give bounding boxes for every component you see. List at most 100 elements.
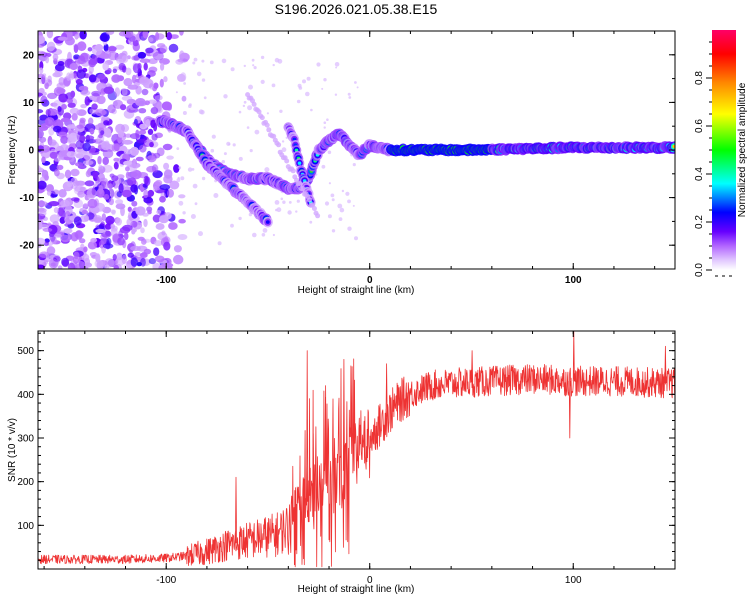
noise-dot — [305, 91, 310, 97]
noise-dot — [331, 198, 335, 202]
noise-dot — [266, 112, 269, 115]
noise-dot — [180, 176, 185, 181]
noise-dot — [192, 61, 196, 65]
noise-dot — [232, 143, 236, 147]
noise-dot — [201, 78, 206, 82]
noise-blob — [179, 50, 185, 61]
noise-dot — [356, 86, 359, 89]
noise-blob — [88, 58, 97, 68]
noise-blob — [163, 241, 171, 251]
noise-dot — [201, 176, 206, 181]
noise-dot — [287, 210, 292, 215]
noise-dot — [296, 199, 300, 203]
noise-blob — [116, 174, 125, 180]
noise-blob — [178, 194, 186, 199]
noise-blob — [57, 106, 62, 113]
noise-blob — [47, 92, 58, 100]
noise-blob — [120, 124, 130, 133]
noise-blob — [155, 179, 163, 187]
spectrogram-y-tick-label: 0 — [28, 146, 34, 157]
noise-blob — [79, 52, 91, 63]
noise-blob — [139, 144, 147, 153]
noise-blob — [102, 243, 114, 249]
noise-dot — [238, 216, 242, 221]
noise-dot — [327, 150, 332, 155]
noise-blob — [130, 146, 139, 156]
noise-blob — [159, 196, 166, 203]
noise-blob — [46, 190, 52, 196]
noise-blob — [103, 86, 115, 95]
noise-blob — [143, 62, 148, 71]
spectrogram-x-label: Height of straight line (km) — [298, 285, 415, 296]
noise-blob — [153, 247, 160, 256]
noise-blob — [100, 180, 110, 190]
noise-blob — [131, 200, 138, 207]
noise-dot — [223, 152, 227, 156]
noise-dot — [264, 167, 270, 173]
noise-dot — [223, 94, 228, 99]
colorbar-ticks: 0.0 0.2 0.4 0.6 0.8 — [694, 41, 733, 277]
noise-blob — [134, 252, 142, 257]
noise-blob — [113, 143, 120, 152]
noise-blob — [121, 55, 129, 63]
spectrogram-frame — [37, 30, 676, 270]
noise-dot — [190, 214, 196, 219]
noise-blob — [161, 101, 172, 111]
noise-dot — [248, 212, 253, 217]
streak-dot — [259, 115, 265, 121]
streak-dot — [315, 213, 321, 219]
noise-blob — [67, 262, 76, 269]
noise-blob — [138, 129, 147, 135]
noise-blob — [100, 110, 108, 115]
noise-blob — [175, 59, 184, 65]
noise-blob — [166, 155, 174, 160]
snr-series-line — [38, 331, 675, 568]
noise-dot — [176, 178, 181, 183]
noise-blob — [135, 206, 146, 216]
colorbar-gradient — [712, 30, 736, 270]
noise-blob — [143, 189, 149, 199]
noise-blob — [111, 175, 119, 182]
noise-dot — [272, 233, 275, 237]
noise-dot — [213, 193, 219, 198]
noise-blob — [154, 95, 163, 101]
noise-dot — [200, 110, 205, 115]
noise-blob — [46, 184, 54, 193]
spectrogram-y-label: Frequency (Hz) — [7, 116, 18, 185]
noise-blob — [85, 170, 91, 178]
colorbar-tick-label: 0.6 — [694, 119, 705, 133]
noise-blob — [162, 143, 173, 151]
noise-blob — [159, 78, 164, 88]
streak-dot — [307, 197, 312, 203]
noise-dot — [192, 183, 198, 189]
noise-blob — [173, 164, 180, 173]
noise-blob — [44, 174, 49, 181]
noise-blob — [88, 74, 97, 83]
noise-blob — [39, 251, 50, 258]
noise-blob — [154, 255, 165, 263]
noise-dot — [248, 84, 253, 90]
noise-blob — [125, 133, 132, 138]
noise-blob — [113, 157, 120, 162]
noise-dot — [238, 110, 242, 114]
noise-blob — [75, 153, 85, 159]
noise-dot — [352, 204, 355, 207]
noise-blob — [87, 198, 98, 209]
noise-blob — [101, 213, 107, 222]
noise-dot — [243, 100, 247, 104]
noise-dot — [228, 143, 231, 146]
noise-blob — [147, 189, 155, 197]
noise-dot — [247, 105, 253, 111]
noise-blob — [114, 87, 121, 97]
snr-y-label: SNR (10 * v/v) — [7, 418, 18, 482]
noise-blob — [108, 198, 115, 206]
noise-blob — [156, 210, 162, 215]
spectrogram-heatmap — [38, 31, 675, 269]
noise-blob — [148, 37, 154, 42]
noise-dot — [182, 211, 186, 215]
noise-dot — [274, 57, 280, 63]
noise-blob — [133, 118, 138, 125]
noise-blob — [61, 259, 69, 268]
noise-blob — [101, 141, 111, 151]
noise-blob — [66, 180, 73, 187]
